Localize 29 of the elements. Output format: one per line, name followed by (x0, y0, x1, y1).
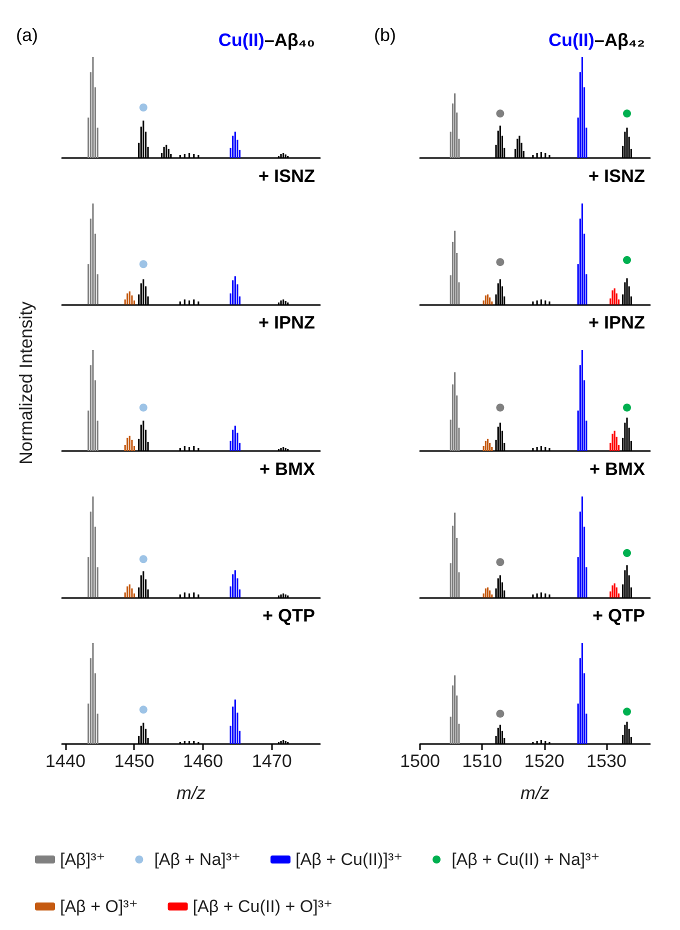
x-tick-label: 1450 (114, 751, 154, 771)
chart-title: + ISNZ (258, 166, 316, 186)
x-tick-label: 1460 (183, 751, 224, 771)
chart-title: + IPNZ (258, 312, 316, 332)
x-tick-label: 1500 (400, 751, 440, 771)
text: (b) (374, 25, 396, 45)
chart-title: + QTP (262, 606, 315, 626)
chart-title: + BMX (589, 459, 646, 479)
chart-title: Cu(II)–Aβ₄₂ (548, 30, 646, 50)
x-tick-label: 1440 (45, 751, 86, 771)
chart-title: + QTP (592, 606, 645, 626)
chart-title: + BMX (259, 459, 316, 479)
chart-title: + IPNZ (588, 312, 646, 332)
legend-label: [Aβ]³⁺ (60, 850, 106, 869)
x-axis-title: m/z (176, 783, 206, 803)
chart-title: Cu(II)–Aβ₄₀ (218, 30, 315, 50)
chart-title: + ISNZ (588, 166, 646, 186)
y-axis-title: Normalized Intensity (16, 301, 36, 465)
legend-label: [Aβ + Cu(II) + O]³⁺ (192, 897, 332, 916)
x-tick-label: 1520 (524, 751, 564, 771)
x-tick-label: 1470 (252, 751, 292, 771)
x-axis-title: m/z (520, 783, 550, 803)
legend-label: [Aβ + O]³⁺ (60, 897, 138, 916)
x-tick-label: 1510 (462, 751, 502, 771)
legend-label: [Aβ + Cu(II) + Na]³⁺ (452, 850, 600, 869)
legend-label: [Aβ + Cu(II)]³⁺ (296, 850, 403, 869)
legend-label: [Aβ + Na]³⁺ (154, 850, 241, 869)
text: (a) (16, 25, 38, 45)
x-tick-label: 1530 (586, 751, 627, 771)
